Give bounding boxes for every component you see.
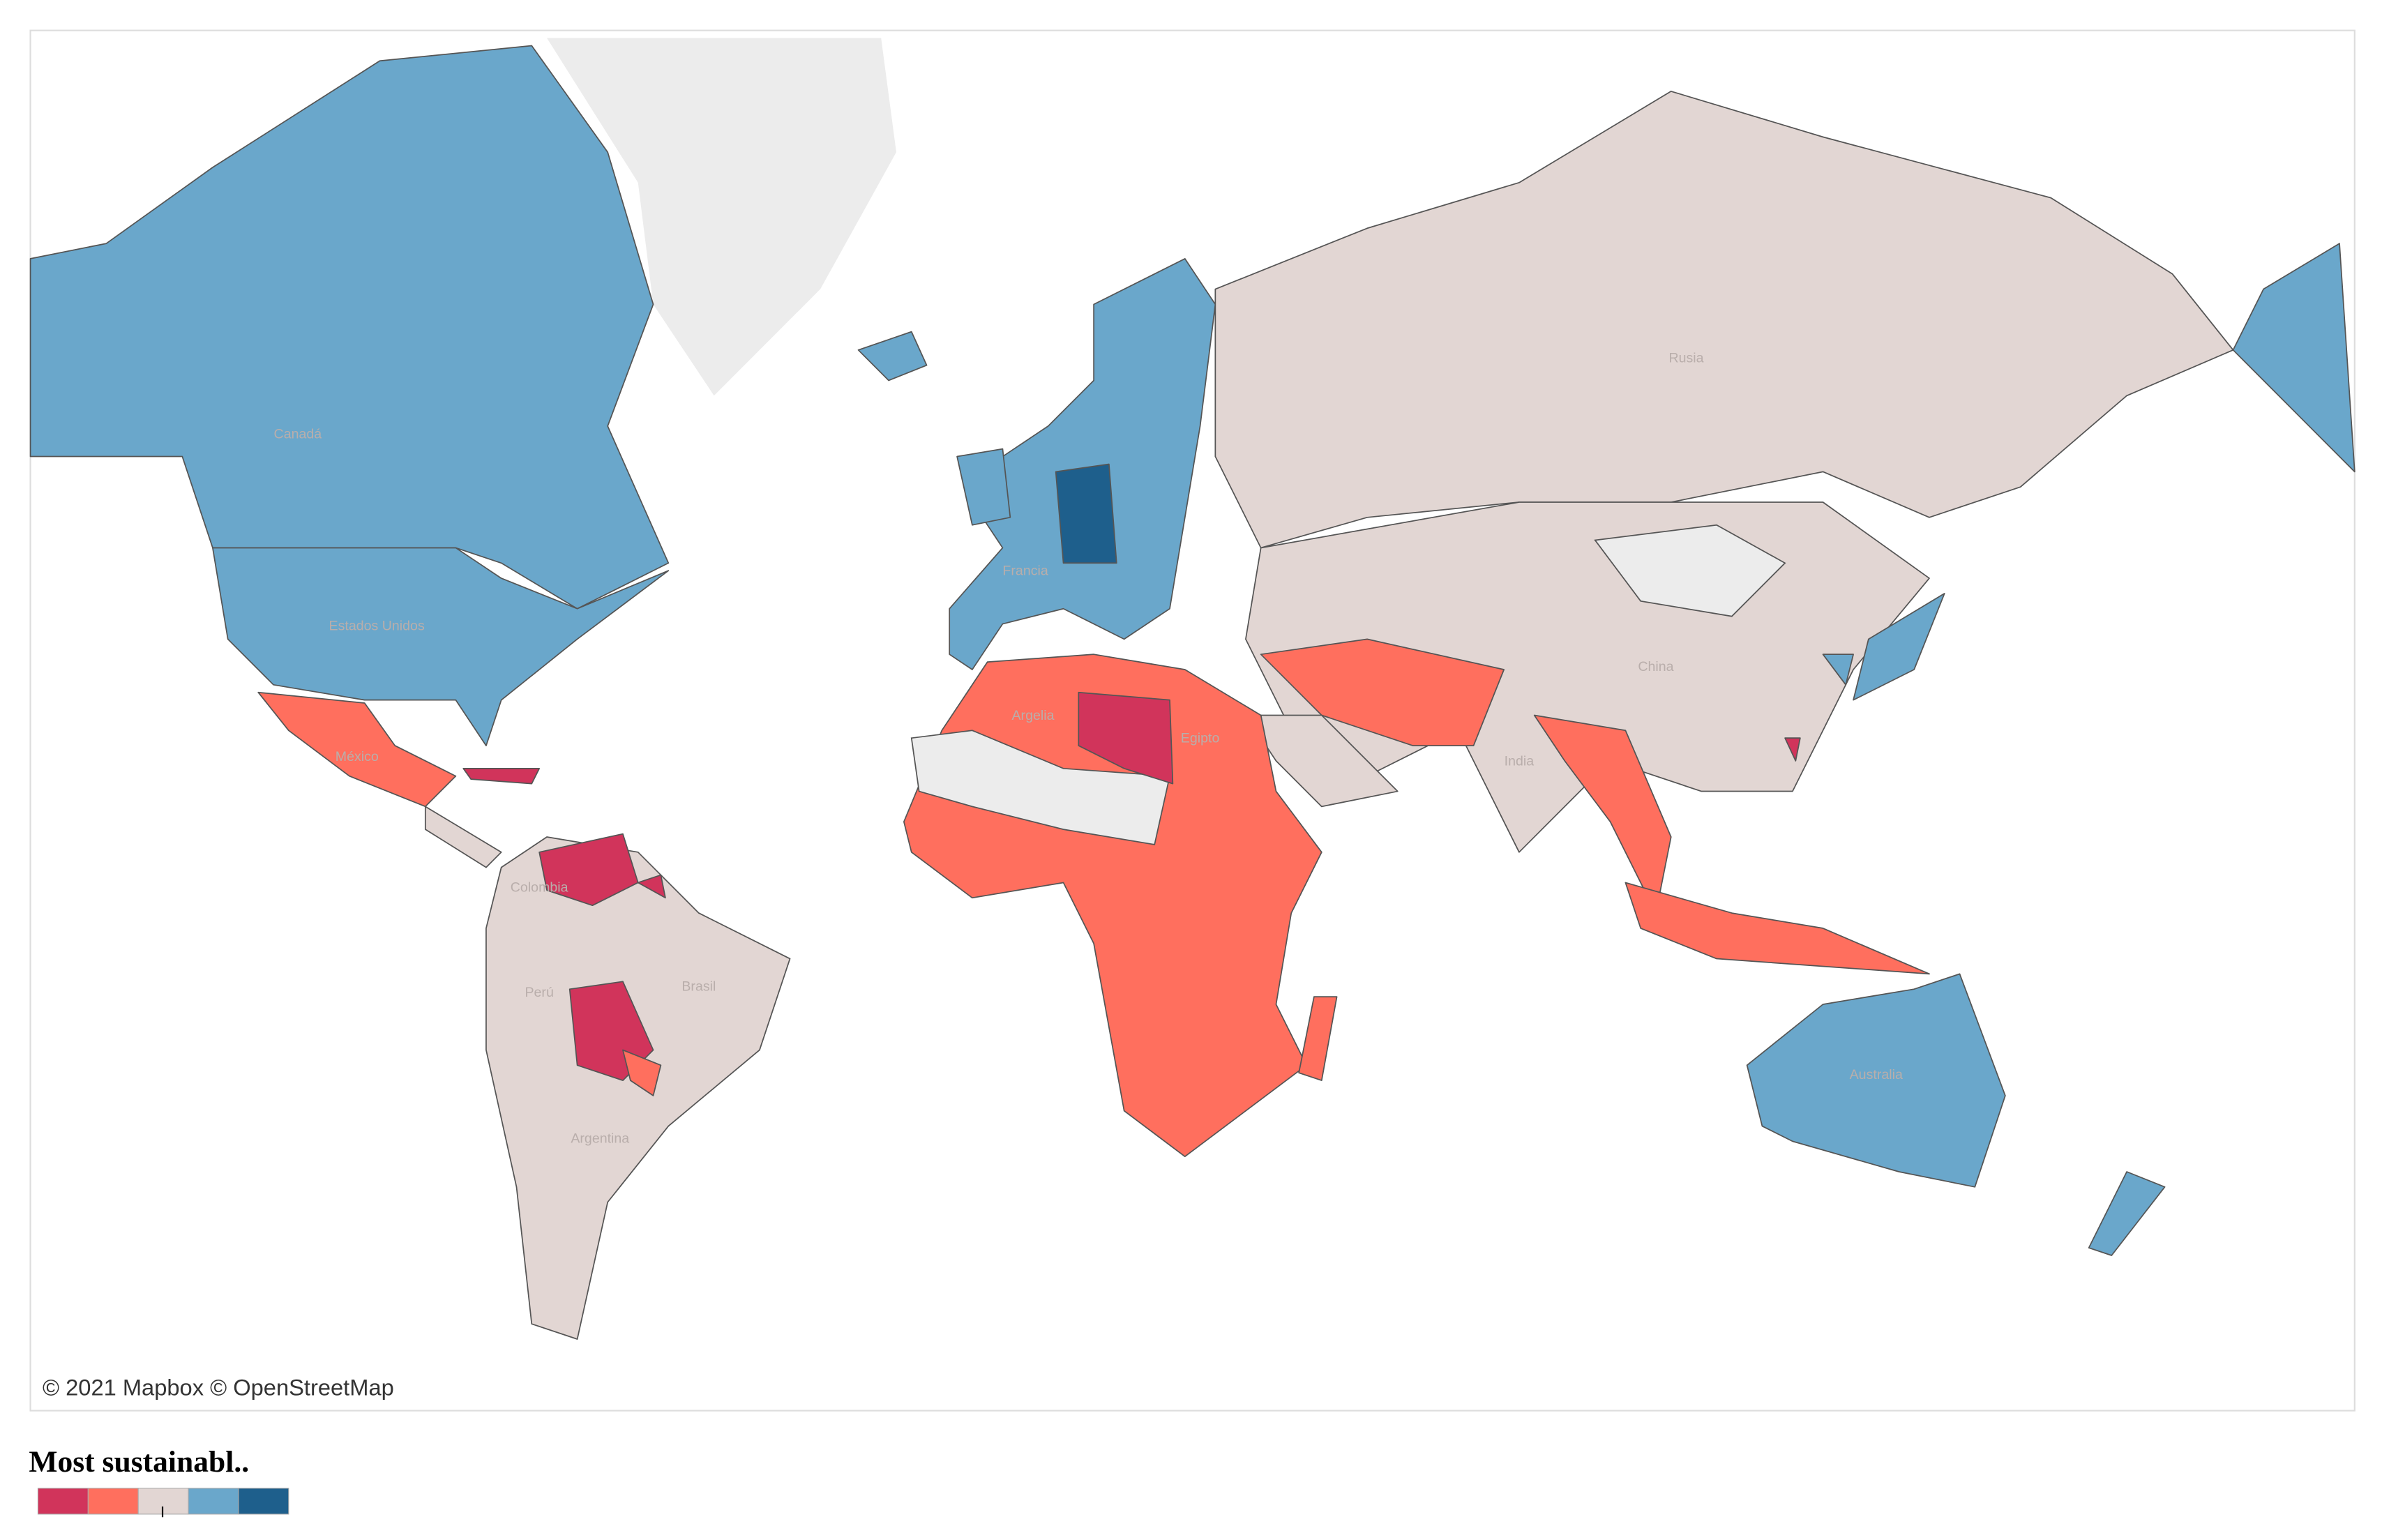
country-label: Australia [1850, 1067, 1903, 1082]
arabia [1245, 714, 1399, 808]
legend-swatch [238, 1488, 289, 1515]
country-label: Canadá [274, 426, 322, 441]
paraguay [622, 1049, 662, 1096]
korea [1822, 654, 1854, 686]
madagascar [1298, 996, 1338, 1081]
germany [1055, 463, 1117, 564]
country-label: Estados Unidos [329, 618, 425, 633]
greenland [547, 38, 896, 396]
map-labels: Canadá Estados Unidos Rusia China India … [274, 350, 1903, 1146]
legend-title: Most sustainabl.. [29, 1445, 249, 1479]
japan [1853, 593, 1945, 701]
country-label: Colombia [511, 880, 568, 896]
attribution: © 2021 Mapbox © OpenStreetMap [43, 1375, 394, 1401]
uk [956, 448, 1011, 526]
suriname [637, 874, 666, 899]
libya [1078, 691, 1174, 785]
legend-swatch [87, 1488, 139, 1515]
legend-swatch [37, 1488, 89, 1515]
country-label: China [1638, 659, 1673, 674]
central-america [424, 806, 502, 868]
country-label: Argelia [1011, 708, 1054, 723]
new-zealand [2088, 1171, 2166, 1256]
taiwan [1784, 737, 1801, 762]
mexico [257, 691, 457, 808]
australia [1746, 973, 2006, 1188]
canada [29, 45, 670, 610]
south-america [485, 836, 791, 1340]
alaska [2232, 243, 2355, 473]
country-label: México [336, 749, 379, 764]
country-label: Rusia [1668, 350, 1703, 365]
country-label: Brasil [681, 979, 716, 994]
indonesia [1625, 882, 1930, 975]
iceland [857, 331, 928, 382]
mongolia [1594, 524, 1786, 617]
country-label: India [1505, 753, 1535, 769]
legend-swatch [188, 1488, 239, 1515]
russia [1214, 91, 2234, 549]
map-countries [29, 38, 2355, 1340]
sahel [910, 730, 1171, 845]
country-label: Egipto [1181, 731, 1220, 746]
country-label: Perú [525, 985, 553, 1000]
cuba [462, 767, 541, 785]
country-label: Francia [1002, 564, 1048, 579]
country-label: Argentina [571, 1131, 629, 1147]
venezuela [538, 833, 639, 907]
usa [212, 547, 670, 746]
